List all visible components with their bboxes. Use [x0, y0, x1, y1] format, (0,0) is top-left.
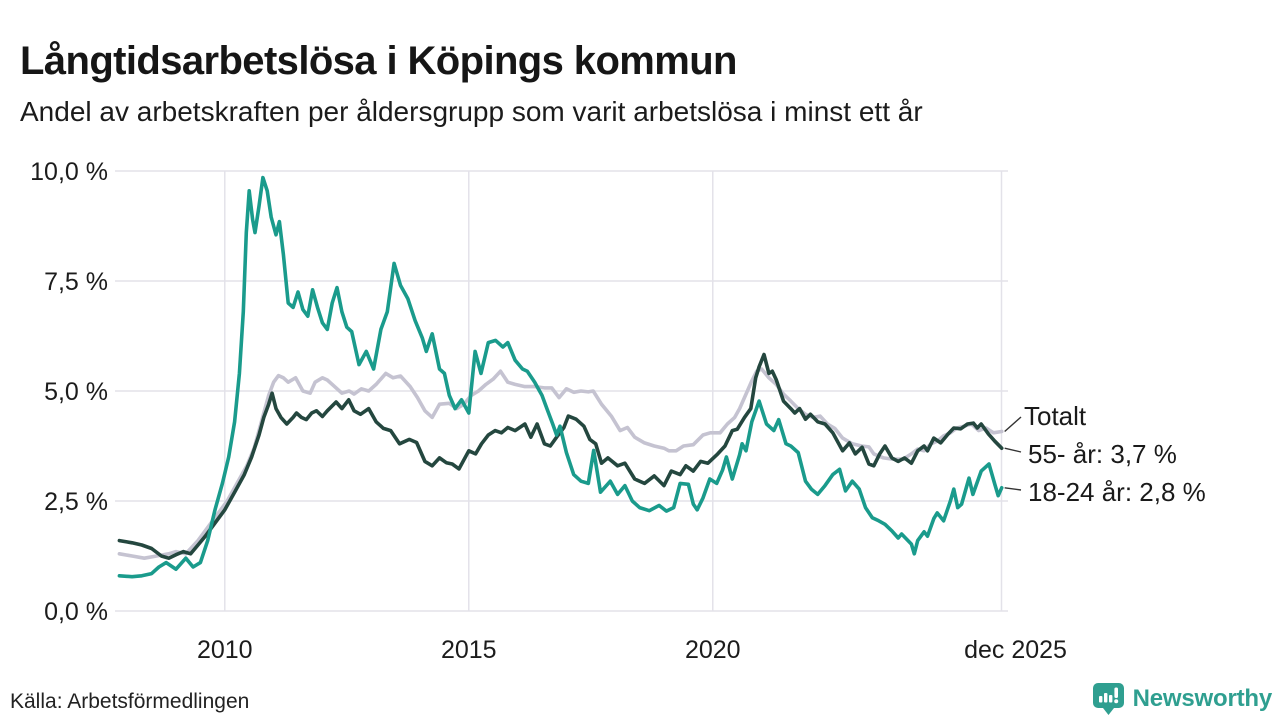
page-subtitle: Andel av arbetskraften per åldersgrupp s…	[20, 96, 923, 127]
annotation-connector	[1004, 447, 1022, 453]
newsworthy-logo-icon	[1092, 683, 1124, 715]
y-tick-label: 2,5 %	[44, 488, 108, 516]
series-line-18-24-år	[117, 175, 1004, 579]
end-label-18-24-ar: 18-24 år: 2,8 %	[1028, 477, 1206, 507]
newsworthy-logo-text: Newsworthy	[1132, 685, 1273, 712]
series-line-55-år	[117, 352, 1004, 561]
end-label-55-ar: 55- år: 3,7 %	[1028, 439, 1177, 469]
x-tick-label: 2015	[441, 636, 497, 664]
x-tick-label: 2020	[685, 636, 741, 664]
annotation-connector	[1004, 416, 1022, 433]
annotation-connector	[1004, 487, 1022, 491]
end-label-totalt: Totalt	[1024, 401, 1087, 431]
series-line-totalt	[117, 367, 1004, 561]
y-tick-label: 5,0 %	[44, 378, 108, 406]
source-text: Källa: Arbetsförmedlingen	[10, 690, 250, 713]
y-tick-label: 10,0 %	[30, 158, 108, 186]
newsworthy-logo: Newsworthy	[1092, 682, 1272, 716]
y-tick-label: 7,5 %	[44, 268, 108, 296]
page-title: Långtidsarbetslösa i Köpings kommun	[20, 38, 737, 83]
y-tick-label: 0,0 %	[44, 598, 108, 626]
x-tick-label: 2010	[197, 636, 253, 664]
x-tick-label: dec 2025	[964, 636, 1067, 664]
